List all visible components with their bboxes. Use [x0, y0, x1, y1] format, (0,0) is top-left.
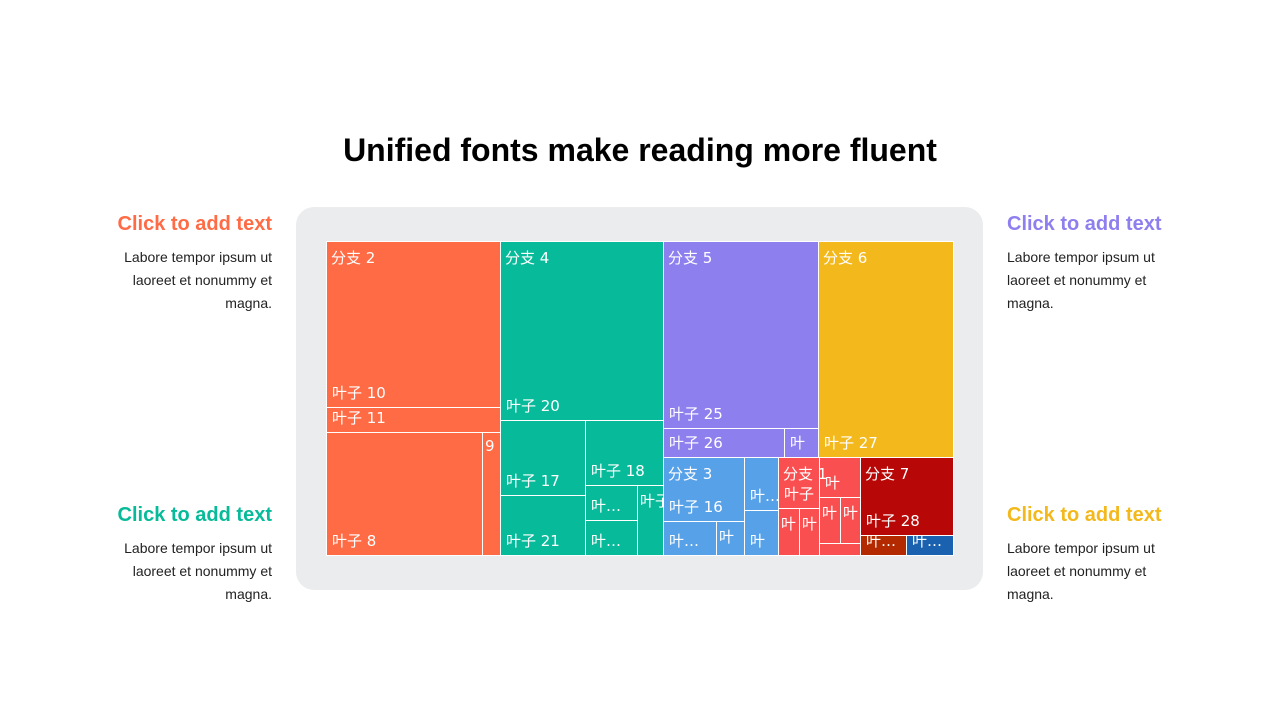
leaf-label: 叶子 27	[824, 434, 878, 452]
treemap-leaf[interactable]: 叶…	[663, 521, 717, 556]
leaf-label: 叶子 2…	[640, 492, 663, 510]
treemap-leaf[interactable]: 叶	[819, 497, 841, 544]
leaf-label: 9	[485, 437, 495, 455]
treemap-leaf[interactable]: 叶…	[585, 520, 638, 556]
treemap-leaf[interactable]	[819, 543, 861, 556]
treemap-leaf[interactable]: 叶…	[744, 457, 779, 511]
text-block-top-left[interactable]: Click to add text Labore tempor ipsum ut…	[102, 213, 272, 315]
treemap-leaf[interactable]: 叶	[744, 510, 779, 556]
text-block-top-right[interactable]: Click to add text Labore tempor ipsum ut…	[1007, 213, 1177, 315]
treemap-leaf[interactable]: 叶	[778, 508, 800, 556]
leaf-label: 叶子 16	[669, 498, 723, 516]
text-block-bottom-left[interactable]: Click to add text Labore tempor ipsum ut…	[102, 504, 272, 606]
text-block-bottom-right[interactable]: Click to add text Labore tempor ipsum ut…	[1007, 504, 1177, 606]
leaf-label: 叶子 10	[332, 384, 386, 402]
treemap-leaf[interactable]: 叶子 26	[663, 428, 785, 458]
heading[interactable]: Click to add text	[117, 504, 272, 526]
leaf-label: 叶子 20	[506, 397, 560, 415]
leaf-label: 叶子 25	[669, 405, 723, 423]
treemap-leaf[interactable]: 叶	[819, 457, 861, 498]
leaf-label: 叶	[825, 474, 841, 492]
leaf-label: 叶子 21	[506, 532, 560, 550]
treemap-leaf[interactable]: 9	[482, 432, 501, 556]
treemap-leaf[interactable]: 叶子 18	[585, 420, 664, 486]
leaf-label: 叶…	[912, 535, 943, 550]
leaf-label: 叶子 1	[784, 485, 819, 503]
leaf-label: 叶…	[866, 535, 897, 550]
body[interactable]: Labore tempor ipsum ut laoreet et nonumm…	[1007, 249, 1155, 311]
leaf-label: 叶…	[591, 497, 622, 515]
treemap-leaf[interactable]: 叶子 11	[326, 407, 501, 433]
leaf-label: 叶	[790, 434, 806, 452]
leaf-label: 叶子 11	[332, 409, 386, 427]
treemap-leaf[interactable]: 叶…	[585, 485, 638, 521]
body[interactable]: Labore tempor ipsum ut laoreet et nonumm…	[124, 540, 272, 602]
leaf-label: 叶子 26	[669, 434, 723, 452]
leaf-label: 叶子 17	[506, 472, 560, 490]
treemap-leaf[interactable]: 叶…	[906, 535, 954, 556]
leaf-label: 叶…	[591, 532, 622, 550]
treemap-leaf[interactable]: 叶子 21	[500, 495, 586, 556]
leaf-label: 叶…	[750, 487, 779, 505]
treemap-leaf[interactable]: 叶子 2…	[637, 485, 664, 556]
leaf-label: 叶	[781, 515, 797, 533]
leaf-label: 叶	[750, 532, 766, 550]
treemap-leaf[interactable]: 叶子 16	[663, 457, 745, 522]
treemap-leaf[interactable]: 叶子 20	[500, 241, 664, 421]
treemap-leaf[interactable]: 叶子 28	[860, 457, 954, 536]
leaf-label: 叶…	[669, 532, 700, 550]
treemap-leaf[interactable]: 叶…	[860, 535, 907, 556]
leaf-label: 叶子 18	[591, 462, 645, 480]
leaf-label: 叶	[822, 504, 838, 522]
body[interactable]: Labore tempor ipsum ut laoreet et nonumm…	[1007, 540, 1155, 602]
leaf-label: 叶	[719, 528, 735, 546]
treemap-leaf[interactable]: 叶子 25	[663, 241, 819, 429]
slide-title: Unified fonts make reading more fluent	[343, 132, 937, 168]
treemap-leaf[interactable]: 叶子 1	[778, 457, 820, 509]
treemap-leaf[interactable]: 叶子 27	[818, 241, 954, 458]
leaf-label: 叶	[843, 504, 859, 522]
treemap-leaf[interactable]: 叶子 8	[326, 432, 483, 556]
body[interactable]: Labore tempor ipsum ut laoreet et nonumm…	[124, 249, 272, 311]
leaf-label: 叶	[802, 515, 818, 533]
treemap-leaf[interactable]: 叶	[840, 497, 861, 544]
leaf-label: 叶子 28	[866, 512, 920, 530]
treemap-leaf[interactable]: 叶子 17	[500, 420, 586, 496]
heading[interactable]: Click to add text	[1007, 213, 1162, 235]
heading[interactable]: Click to add text	[117, 213, 272, 235]
leaf-label: 叶子 8	[332, 532, 377, 550]
treemap-leaf[interactable]: 叶	[799, 508, 820, 556]
treemap-leaf[interactable]: 叶子 10	[326, 241, 501, 408]
treemap-leaf[interactable]: 叶	[716, 521, 745, 556]
heading[interactable]: Click to add text	[1007, 504, 1162, 526]
treemap-leaf[interactable]: 叶	[784, 428, 819, 458]
